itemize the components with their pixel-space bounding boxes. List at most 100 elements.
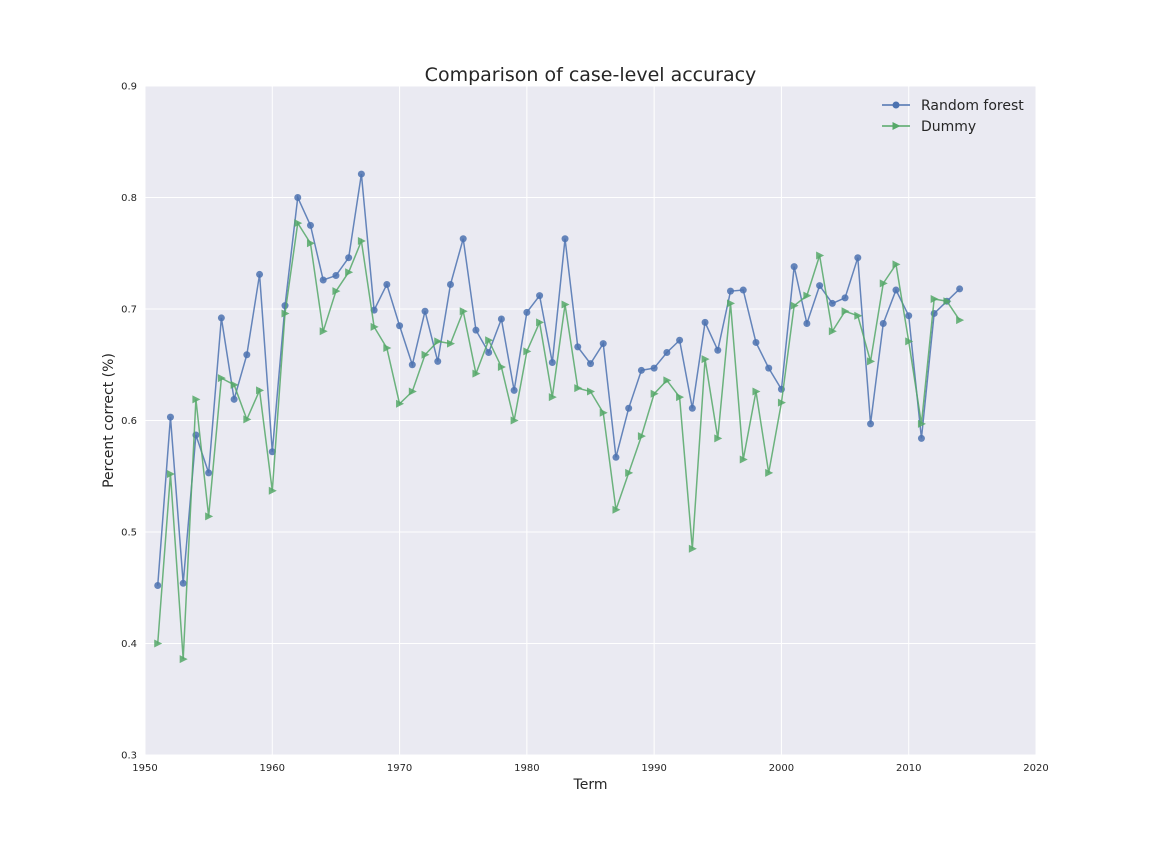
data-point [892, 260, 901, 269]
data-point [612, 505, 621, 514]
data-point [790, 301, 799, 310]
y-tick-label: 0.6 [121, 416, 137, 427]
data-point [841, 307, 850, 316]
data-point [917, 434, 925, 442]
x-tick-label: 1980 [514, 763, 539, 774]
data-point [727, 287, 735, 295]
legend-label-random-forest: Random forest [921, 98, 1024, 114]
data-point [230, 395, 238, 403]
data-point [803, 319, 811, 327]
data-point [408, 387, 417, 396]
data-point [472, 369, 481, 378]
legend-marker-random-forest [892, 101, 900, 109]
data-point [459, 235, 467, 243]
data-point [294, 194, 302, 201]
data-point [230, 380, 239, 389]
chart-title: Comparison of case-level accuracy [425, 64, 757, 86]
data-point [548, 393, 557, 402]
data-point [523, 308, 531, 316]
data-point [599, 408, 608, 417]
data-point [294, 219, 303, 228]
data-point [205, 469, 213, 477]
data-point [701, 355, 710, 364]
data-point [803, 291, 812, 300]
data-point [688, 404, 696, 412]
data-point [446, 339, 455, 348]
series-line-dummy [156, 221, 961, 660]
data-point [727, 299, 736, 308]
data-point [217, 374, 226, 383]
data-point [510, 386, 518, 394]
x-tick-label: 2020 [1023, 763, 1048, 774]
data-point [408, 361, 416, 369]
data-point [421, 350, 430, 359]
y-tick-label: 0.5 [121, 528, 137, 539]
data-point [816, 282, 824, 290]
data-point [714, 346, 722, 354]
data-point [536, 318, 545, 327]
data-point [574, 343, 582, 351]
data-point [905, 337, 914, 346]
data-point [676, 336, 684, 344]
data-point [650, 364, 658, 372]
data-point [357, 236, 366, 245]
data-point [587, 387, 595, 396]
data-point [790, 263, 798, 271]
x-tick-label: 2010 [896, 763, 921, 774]
data-point [166, 413, 174, 421]
data-point [765, 364, 773, 372]
data-point [154, 639, 163, 648]
data-point [523, 347, 532, 356]
data-point [472, 326, 480, 334]
data-point [587, 360, 594, 368]
data-point [536, 292, 544, 300]
legend-label-dummy: Dummy [921, 119, 976, 135]
data-point [956, 316, 965, 325]
data-point [434, 337, 443, 346]
y-tick-label: 0.9 [121, 82, 137, 93]
data-point [154, 582, 162, 590]
data-point [345, 268, 354, 277]
data-point [625, 404, 633, 412]
series-dummy [154, 219, 965, 664]
data-point [306, 221, 314, 229]
data-point [446, 280, 454, 288]
data-point [599, 340, 607, 348]
data-point [765, 468, 774, 477]
data-point [854, 254, 862, 262]
data-point [637, 366, 645, 374]
data-point [243, 351, 251, 359]
data-point [561, 300, 570, 309]
data-point [752, 387, 761, 396]
data-point [383, 280, 391, 288]
data-point [281, 309, 290, 318]
data-point [370, 322, 379, 331]
data-point [612, 453, 620, 461]
data-point [396, 322, 404, 330]
data-point [752, 338, 760, 346]
data-point [956, 285, 964, 293]
data-point [345, 254, 353, 262]
data-point [268, 448, 276, 456]
data-point [268, 486, 277, 495]
data-point [319, 276, 327, 284]
x-tick-label: 1970 [387, 763, 412, 774]
data-point [396, 399, 405, 408]
data-point [663, 376, 672, 385]
data-point [256, 386, 265, 395]
data-point [637, 432, 646, 441]
data-point [625, 468, 634, 477]
data-point [192, 395, 201, 404]
data-point [879, 319, 887, 327]
data-point [828, 299, 836, 307]
data-point [306, 239, 315, 248]
data-point [905, 312, 913, 320]
x-axis-ticks: 1950 1960 1970 1980 1990 2000 2010 2020 [132, 763, 1048, 774]
data-point [179, 579, 187, 587]
data-point [663, 348, 671, 356]
data-point [217, 314, 225, 322]
data-point [701, 318, 709, 326]
legend-marker-dummy [892, 122, 901, 130]
data-point [548, 359, 556, 367]
